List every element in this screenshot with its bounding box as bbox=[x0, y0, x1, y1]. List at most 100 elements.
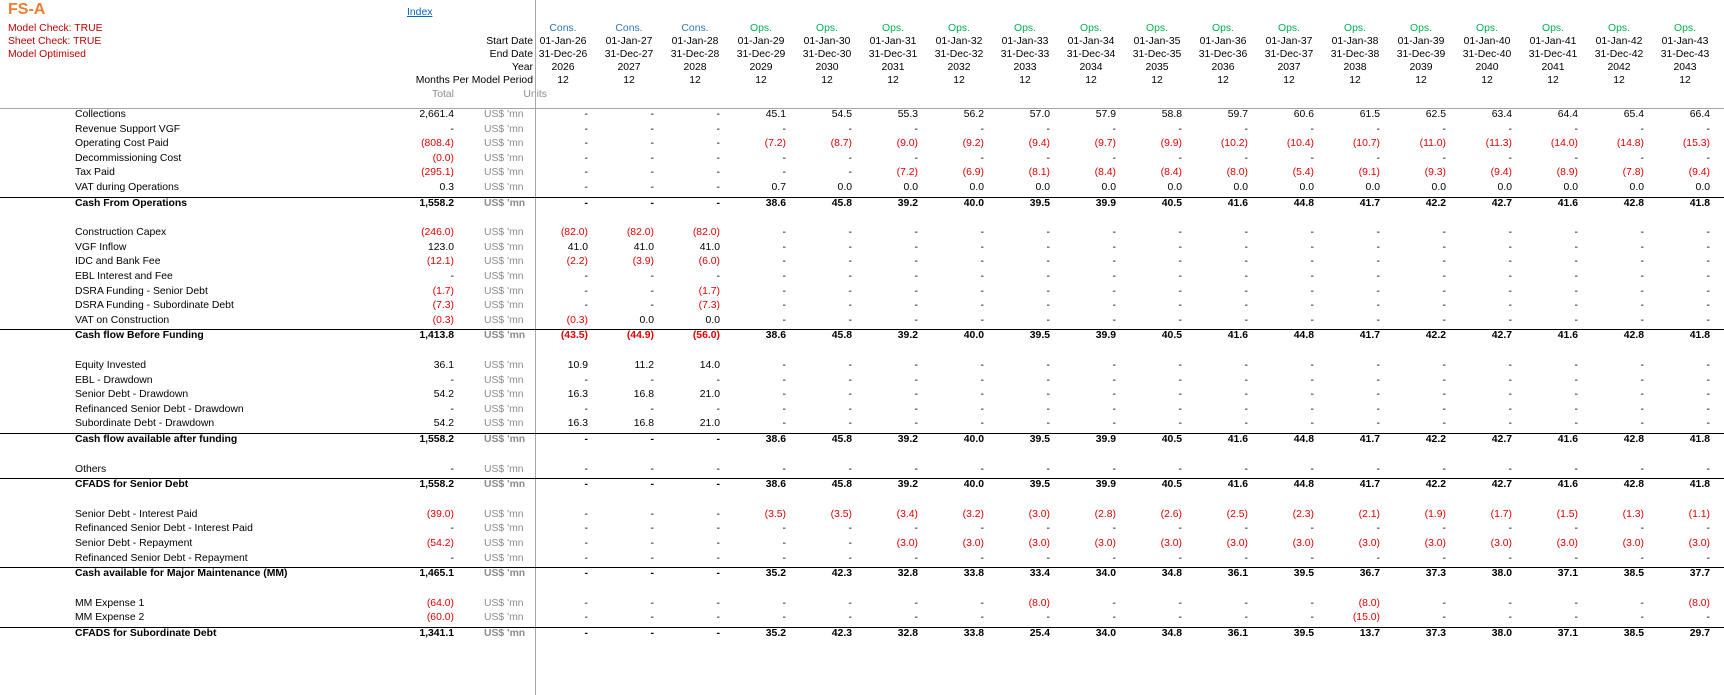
table-cell: 25.4 bbox=[1029, 628, 1050, 639]
table-cell: 40.5 bbox=[1161, 197, 1182, 209]
table-row: DSRA Funding - Subordinate Debt (7.3) US$ … bbox=[0, 300, 1724, 316]
table-cell: - bbox=[1508, 612, 1512, 624]
table-cell: - bbox=[782, 256, 786, 268]
table-cell: 57.0 bbox=[1029, 109, 1050, 120]
row-label: Senior Debt - Repayment bbox=[75, 538, 193, 549]
table-cell: - bbox=[1112, 552, 1116, 564]
table-cell: - bbox=[1244, 227, 1248, 239]
table-cell: (10.4) bbox=[1286, 138, 1314, 150]
table-cell: - bbox=[1244, 612, 1248, 624]
period-end: 31-Dec-26 bbox=[538, 49, 588, 60]
table-cell: - bbox=[782, 271, 786, 282]
table-cell: 38.6 bbox=[765, 197, 786, 209]
table-cell: - bbox=[848, 227, 852, 239]
table-row: Decommissioning Cost (0.0) US$ 'mn - - - - - - - -… bbox=[0, 153, 1724, 169]
period-months: 12 bbox=[1151, 75, 1163, 86]
table-cell: - bbox=[1442, 152, 1446, 164]
row-unit: US$ 'mn bbox=[484, 523, 524, 535]
period-year: 2032 bbox=[947, 62, 971, 73]
table-cell: - bbox=[1178, 612, 1182, 624]
table-cell: (1.1) bbox=[1688, 508, 1710, 520]
period-start: 01-Jan-26 bbox=[539, 36, 587, 47]
row-label: IDC and Bank Fee bbox=[75, 256, 161, 268]
table-cell: 39.5 bbox=[1029, 434, 1050, 445]
table-cell: (1.7) bbox=[698, 285, 720, 297]
table-cell: - bbox=[650, 568, 654, 580]
table-cell: 40.5 bbox=[1161, 330, 1182, 342]
table-cell: (7.2) bbox=[896, 167, 918, 179]
table-cell: - bbox=[1244, 374, 1248, 386]
table-cell: - bbox=[1442, 374, 1446, 386]
table-row: VGF Inflow 123.0 US$ 'mn 41.0 41.0 41.0 - - - - - -… bbox=[0, 242, 1724, 258]
table-cell: - bbox=[1442, 403, 1446, 415]
row-total: 1,341.1 bbox=[419, 628, 454, 639]
period-months: 12 bbox=[1349, 75, 1361, 86]
table-cell: 39.9 bbox=[1095, 330, 1116, 342]
table-cell: (3.0) bbox=[1292, 538, 1314, 549]
table-cell: - bbox=[1640, 612, 1644, 624]
table-cell: - bbox=[1046, 418, 1050, 430]
table-cell: (8.0) bbox=[1226, 167, 1248, 179]
table-cell: (8.7) bbox=[830, 138, 852, 150]
table-cell: 11.2 bbox=[634, 360, 654, 371]
table-cell: - bbox=[1508, 360, 1512, 371]
table-cell: - bbox=[716, 508, 720, 520]
table-cell: - bbox=[1706, 227, 1710, 239]
table-cell: - bbox=[1706, 463, 1710, 475]
model-optimised-status: Model Optimised bbox=[8, 49, 86, 60]
table-cell: (10.2) bbox=[1220, 138, 1248, 150]
table-cell: - bbox=[1112, 241, 1116, 253]
index-link[interactable]: Index bbox=[407, 7, 433, 18]
table-cell: (8.0) bbox=[1028, 597, 1050, 609]
table-cell: 41.8 bbox=[1689, 434, 1710, 445]
period-months: 12 bbox=[623, 75, 635, 86]
table-cell: - bbox=[1112, 360, 1116, 371]
table-cell: - bbox=[1310, 256, 1314, 268]
row-label: VAT on Construction bbox=[75, 314, 170, 326]
period-end: 31-Dec-29 bbox=[736, 49, 786, 60]
table-cell: 38.0 bbox=[1491, 628, 1512, 639]
row-total: 1,413.8 bbox=[419, 330, 454, 342]
table-cell: 32.8 bbox=[897, 628, 918, 639]
table-cell: - bbox=[1310, 418, 1314, 430]
table-cell: - bbox=[716, 463, 720, 475]
table-cell: - bbox=[1244, 152, 1248, 164]
table-cell: - bbox=[716, 612, 720, 624]
table-cell: - bbox=[980, 552, 984, 564]
table-cell: 0.7 bbox=[771, 182, 786, 193]
period-year: 2034 bbox=[1079, 62, 1103, 73]
period-end: 31-Dec-34 bbox=[1066, 49, 1116, 60]
period-start: 01-Jan-42 bbox=[1595, 36, 1643, 47]
period-start: 01-Jan-29 bbox=[737, 36, 785, 47]
table-cell: - bbox=[650, 479, 654, 491]
table-cell: - bbox=[584, 109, 588, 120]
table-cell: 42.7 bbox=[1491, 330, 1512, 342]
table-cell: (9.3) bbox=[1424, 167, 1446, 179]
table-cell: - bbox=[782, 523, 786, 535]
row-unit: US$ 'mn bbox=[484, 463, 524, 475]
table-cell: - bbox=[1574, 256, 1578, 268]
table-row: DSRA Funding - Senior Debt (1.7) US$ 'mn - -… bbox=[0, 286, 1724, 302]
table-cell: 37.3 bbox=[1425, 568, 1446, 580]
table-row: EBL - Drawdown - US$ 'mn - - - - - - - - - - - - - - - - - - bbox=[0, 375, 1724, 391]
table-cell: - bbox=[650, 138, 654, 150]
row-unit: US$ 'mn bbox=[484, 123, 524, 135]
table-cell: - bbox=[584, 182, 588, 193]
row-label: VAT during Operations bbox=[75, 182, 179, 193]
table-cell: (2.5) bbox=[1226, 508, 1248, 520]
period-start: 01-Jan-34 bbox=[1067, 36, 1115, 47]
table-cell: 41.0 bbox=[699, 241, 720, 253]
table-cell: 38.6 bbox=[765, 330, 786, 342]
table-cell: - bbox=[1046, 523, 1050, 535]
row-label: Refinanced Senior Debt - Drawdown bbox=[75, 403, 244, 415]
row-label: Decommissioning Cost bbox=[75, 152, 182, 164]
table-cell: - bbox=[1178, 552, 1182, 564]
table-cell: (8.9) bbox=[1556, 167, 1578, 179]
table-cell: 38.5 bbox=[1623, 568, 1644, 580]
table-cell: - bbox=[1640, 227, 1644, 239]
table-cell: - bbox=[1046, 300, 1050, 312]
table-cell: 39.2 bbox=[897, 479, 918, 491]
row-unit: US$ 'mn bbox=[484, 256, 524, 268]
table-cell: 42.7 bbox=[1491, 197, 1512, 209]
period-end: 31-Dec-42 bbox=[1594, 49, 1644, 60]
